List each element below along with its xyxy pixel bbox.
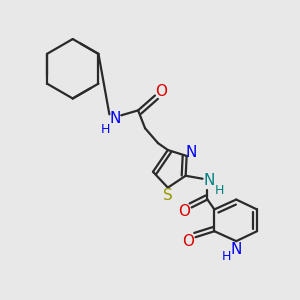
Text: H: H <box>101 123 110 136</box>
Text: H: H <box>222 250 231 263</box>
Text: N: N <box>230 242 242 256</box>
Text: N: N <box>204 173 215 188</box>
Text: O: O <box>155 84 167 99</box>
Text: H: H <box>215 184 224 197</box>
Text: N: N <box>110 111 121 126</box>
Text: N: N <box>186 146 197 160</box>
Text: O: O <box>182 234 194 249</box>
Text: O: O <box>178 204 190 219</box>
Text: S: S <box>163 188 173 203</box>
